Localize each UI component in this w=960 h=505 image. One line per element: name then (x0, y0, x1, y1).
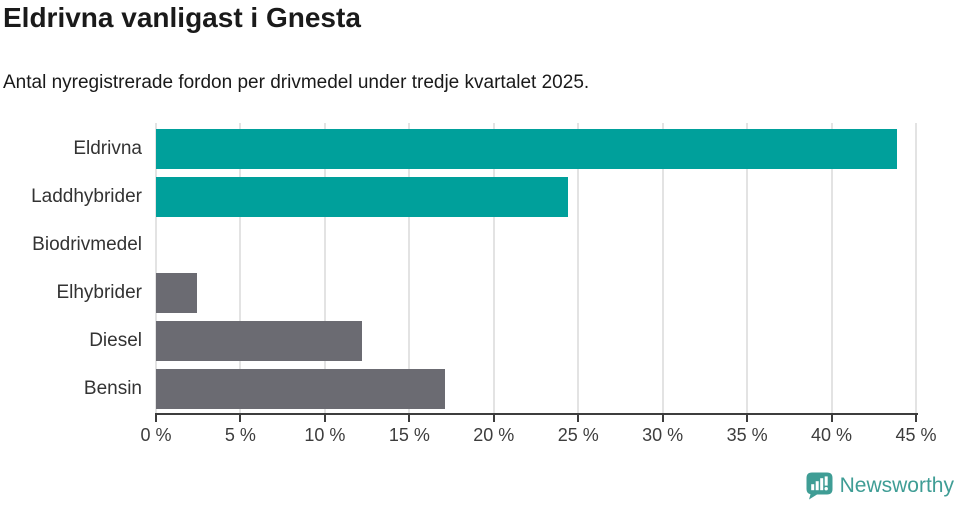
x-axis-line (155, 413, 918, 415)
newsworthy-logo-icon (806, 472, 833, 500)
category-label: Elhybrider (56, 282, 142, 303)
bar-bensin (156, 369, 445, 409)
axis-tick-label: 20 % (473, 425, 515, 445)
category-label: Biodrivmedel (32, 234, 142, 255)
axis-tick-label: 25 % (557, 425, 599, 445)
gridline (408, 123, 411, 413)
bar-laddhybrider (156, 177, 569, 217)
axis-tick (830, 415, 833, 422)
category-label: Laddhybrider (31, 186, 142, 207)
axis-tick-label: 30 % (642, 425, 684, 445)
x-axis: 0 % 5 % 10 % 15 % 20 % 25 % 30 % 35 % 40 % 45 % (140, 415, 937, 451)
axis-tick-label: 0 % (140, 425, 172, 445)
chart-row: Laddhybrider (0, 173, 960, 221)
bar-track (156, 321, 916, 361)
axis-tick-label: 40 % (811, 425, 853, 445)
bar-track (156, 225, 916, 265)
gridlines-layer (155, 123, 917, 413)
axis-tick-label: 45 % (895, 425, 937, 445)
axis-tick (746, 415, 749, 422)
category-label: Eldrivna (73, 138, 142, 159)
axis-tick (408, 415, 411, 422)
axis-tick-label: 10 % (304, 425, 346, 445)
axis-tick (577, 415, 580, 422)
gridline (746, 123, 749, 413)
gridline (661, 123, 664, 413)
axis-tick (661, 415, 664, 422)
chart-row: Diesel (0, 317, 960, 365)
gridline (155, 123, 157, 413)
newsworthy-logo-text: Newsworthy (839, 474, 954, 497)
axis-tick (323, 415, 326, 422)
chart-subtitle: Antal nyregistrerade fordon per drivmede… (3, 72, 590, 93)
axis-tick-label: 15 % (388, 425, 430, 445)
chart-row: Eldrivna (0, 125, 960, 173)
axis-tick (239, 415, 242, 422)
chart-row: Elhybrider (0, 269, 960, 317)
chart-rows: Eldrivna Laddhybrider Biodrivmedel Elhybrid… (0, 123, 960, 413)
bar-elhybrider (156, 273, 197, 313)
gridline (830, 123, 833, 413)
axis-tick (492, 415, 495, 422)
gridline (915, 123, 917, 413)
axis-tick-label: 35 % (726, 425, 768, 445)
category-label: Bensin (83, 378, 142, 399)
gridline (323, 123, 326, 413)
axis-tick-label: 5 % (224, 425, 256, 445)
bar-diesel (156, 321, 363, 361)
bar-track (156, 129, 916, 169)
bar-track (156, 177, 916, 217)
chart-row: Bensin (0, 365, 960, 413)
category-label: Diesel (89, 330, 142, 351)
axis-tick (155, 415, 157, 422)
axis-tick (915, 415, 917, 422)
bar-eldrivna (156, 129, 898, 169)
page-title: Eldrivna vanligast i Gnesta (3, 2, 361, 33)
bar-chart: Eldrivna Laddhybrider Biodrivmedel Elhybrid… (0, 123, 960, 453)
branding: Newsworthy (806, 472, 954, 500)
gridline (492, 123, 495, 413)
gridline (577, 123, 580, 413)
gridline (239, 123, 242, 413)
chart-row: Biodrivmedel (0, 221, 960, 269)
bar-track (156, 369, 916, 409)
bar-track (156, 273, 916, 313)
